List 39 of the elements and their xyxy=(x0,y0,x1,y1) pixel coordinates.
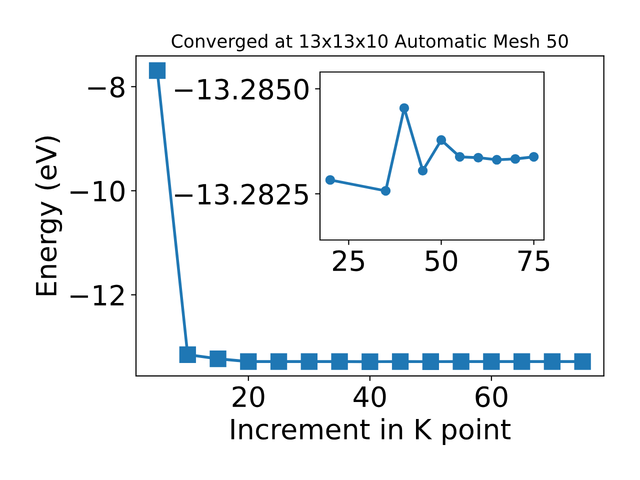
x-tick-label: 25 xyxy=(333,250,364,272)
y-axis-title: Energy (eV) xyxy=(35,136,62,296)
point xyxy=(513,353,530,370)
point xyxy=(544,353,561,370)
x-tick-label: 75 xyxy=(518,250,550,272)
point xyxy=(418,166,428,176)
point xyxy=(436,135,446,145)
point xyxy=(483,353,500,370)
y-tick-label: −13.2825 xyxy=(175,184,308,205)
point xyxy=(528,152,539,162)
point xyxy=(210,350,226,368)
point xyxy=(362,353,378,370)
point xyxy=(510,154,520,164)
point xyxy=(574,353,591,370)
point xyxy=(473,152,484,163)
chart-title: Converged at 13x13x10 Automatic Mesh 50 xyxy=(172,34,568,52)
point xyxy=(452,353,470,370)
point xyxy=(331,353,348,370)
x-tick-label: 60 xyxy=(476,386,508,408)
point xyxy=(492,154,502,165)
point xyxy=(454,152,465,162)
y-tick-label: −10 xyxy=(70,180,124,202)
point xyxy=(399,103,410,113)
point xyxy=(325,175,336,185)
y-tick-label: −13.2850 xyxy=(175,78,308,100)
point xyxy=(300,353,318,370)
point xyxy=(270,353,288,370)
x-tick-label: 40 xyxy=(354,386,386,408)
point xyxy=(422,353,440,370)
y-tick-label: −12 xyxy=(70,284,124,306)
y-tick-label: −8 xyxy=(88,76,124,98)
point xyxy=(240,353,257,370)
point xyxy=(179,346,196,363)
point xyxy=(380,186,391,196)
point xyxy=(392,353,409,370)
x-tick-label: 50 xyxy=(426,250,458,272)
point xyxy=(148,62,166,79)
x-tick-label: 20 xyxy=(232,386,264,408)
x-axis-title: Increment in K point xyxy=(231,418,510,446)
